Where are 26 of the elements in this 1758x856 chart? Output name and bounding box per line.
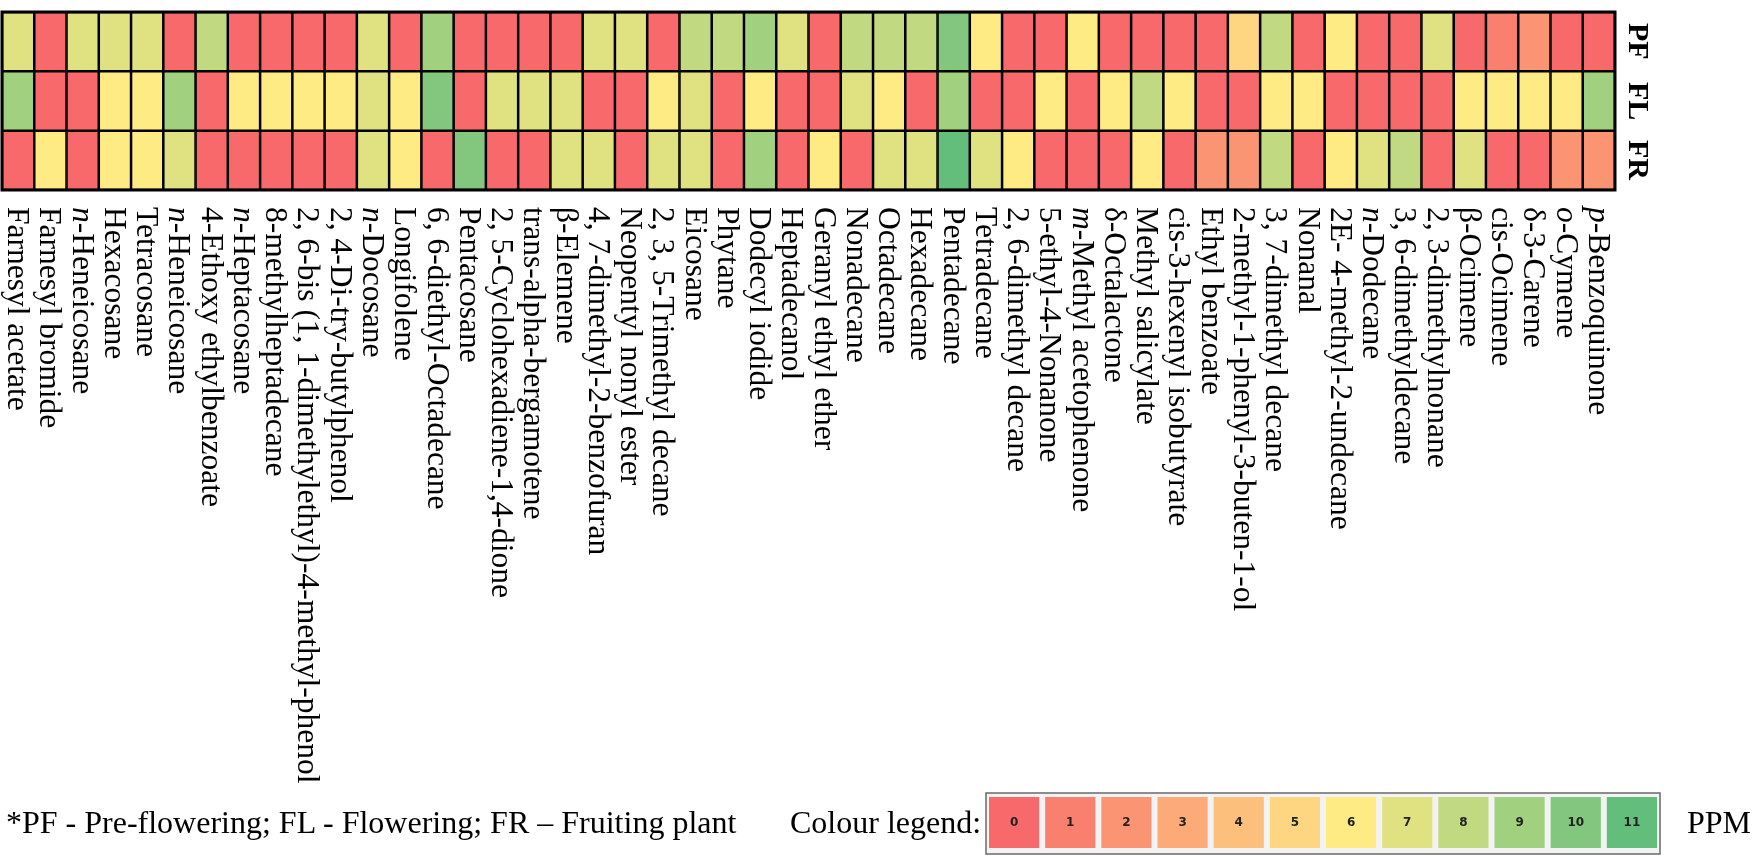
x-tick-label: cis-Ocimene: [1485, 207, 1521, 367]
color-bar-label: 1: [1066, 814, 1075, 829]
color-bar-label: 6: [1346, 814, 1356, 829]
color-bar-label: 5: [1290, 814, 1300, 829]
y-tick-label: FR: [1622, 140, 1656, 181]
color-bar-label: 4: [1234, 814, 1243, 829]
x-tick-label: m-Methyl acetophenone: [1065, 207, 1101, 513]
color-bar-label: 8: [1459, 814, 1468, 829]
x-tick-label: 2, 4-Di-try-butylphenol: [323, 207, 359, 503]
text: *PF - Pre-flowering; FL - Flowering; FR – Fruiting plant: [6, 804, 737, 840]
x-tick-label: 2, 3, 5-Trimethyl decane: [646, 207, 682, 517]
x-tick-label: 6, 6-diethyl-Octadecane: [420, 207, 456, 510]
color-bar-label: 9: [1515, 814, 1524, 829]
x-tick-label: β-Ocimene: [1452, 207, 1488, 348]
x-tick-label: Tetracosane: [130, 207, 166, 357]
color-bar-title: PPM: [1687, 804, 1752, 840]
y-tick-label: PF: [1622, 23, 1656, 60]
legend-title: Colour legend:: [790, 804, 982, 840]
y-tick-label: FL: [1622, 81, 1656, 121]
x-tick-label: β-Elemene: [549, 207, 585, 344]
color-bar-label: 0: [1009, 814, 1019, 829]
color-bar-label: 3: [1178, 814, 1187, 829]
color-bar-label: 2: [1122, 814, 1131, 829]
color-bar-label: 7: [1403, 814, 1412, 829]
color-bar-label: 10: [1567, 814, 1585, 829]
color-bar-label: 11: [1623, 814, 1641, 829]
